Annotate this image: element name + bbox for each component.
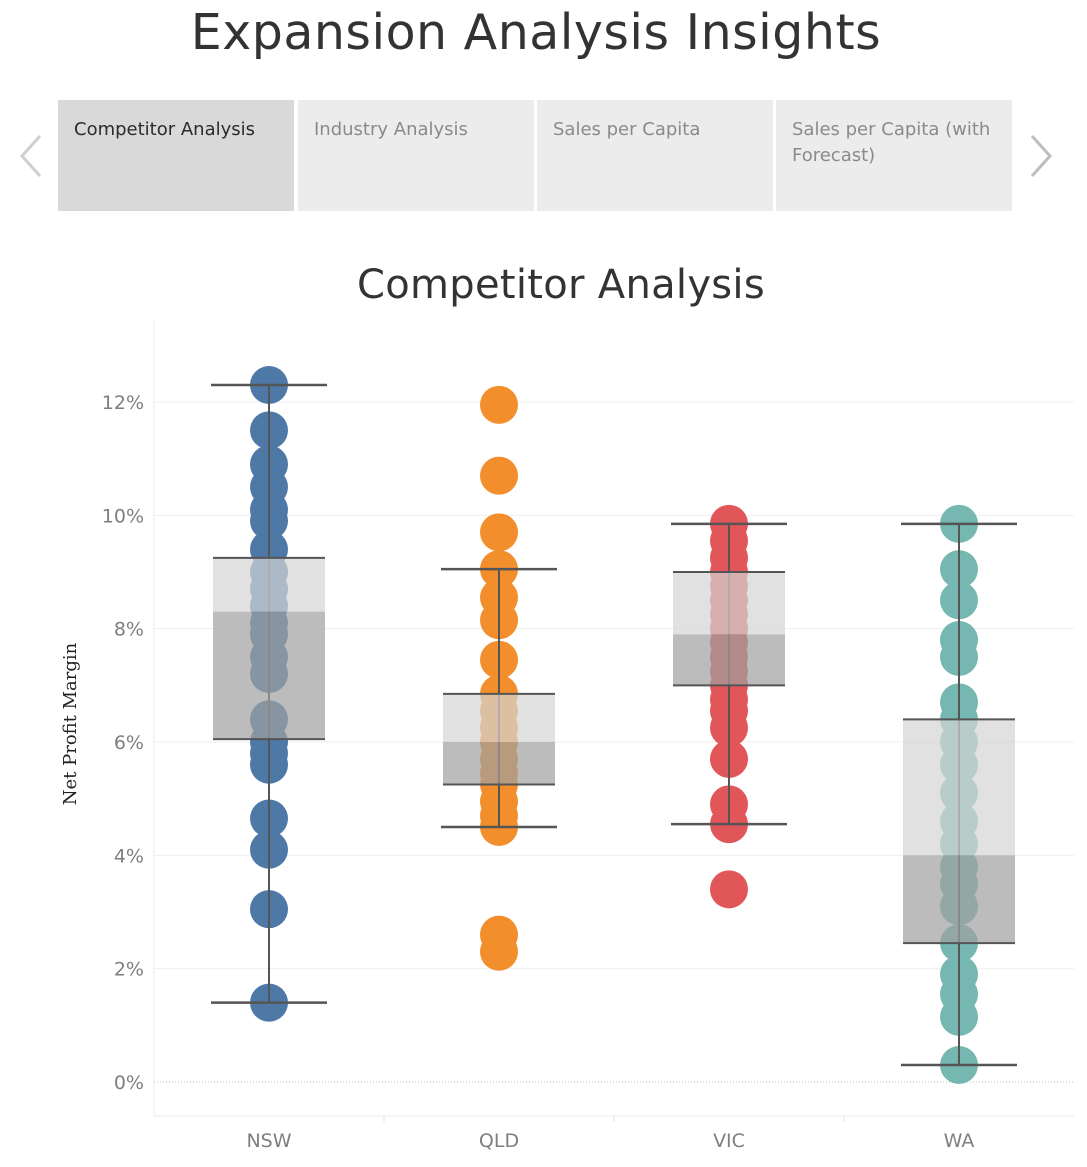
tab-sales-per-capita[interactable]: Sales per Capita <box>537 100 773 211</box>
box-lower <box>903 855 1015 944</box>
data-point <box>480 932 518 971</box>
chevron-right-icon[interactable] <box>1026 130 1056 182</box>
box-upper <box>903 719 1015 856</box>
series-wa <box>901 504 1017 1084</box>
axes: 0% 2% 4% 6% 8% 10% 12% NSW QLD VIC WA <box>102 320 1074 1152</box>
y-tick-label: 8% <box>114 619 144 641</box>
series-qld <box>441 385 557 971</box>
data-point <box>480 385 518 424</box>
series-vic <box>671 504 787 909</box>
box-upper <box>673 572 785 635</box>
data-point <box>480 456 518 495</box>
dashboard-title: Expansion Analysis Insights <box>190 4 882 61</box>
tab-sales-per-capita-forecast[interactable]: Sales per Capita (with Forecast) <box>776 100 1012 211</box>
chart-title: Competitor Analysis <box>357 262 765 308</box>
data-point <box>710 870 748 909</box>
box-lower <box>673 634 785 686</box>
data-point <box>480 513 518 552</box>
y-tick-label: 2% <box>114 959 144 981</box>
chevron-left-icon[interactable] <box>16 130 46 182</box>
box-plot-chart: 0% 2% 4% 6% 8% 10% 12% NSW QLD VIC WA Net Profit M… <box>60 320 1074 1152</box>
y-tick-label: 4% <box>114 845 144 867</box>
tab-competitor-analysis[interactable]: Competitor Analysis <box>58 100 294 211</box>
plot-area <box>211 366 1017 1084</box>
story-tab-strip: Competitor Analysis Industry Analysis Sa… <box>58 100 1014 211</box>
x-tick-label: QLD <box>479 1130 519 1152</box>
y-axis-title: Net Profit Margin <box>60 642 81 805</box>
box-lower <box>213 611 325 740</box>
x-tick-label: WA <box>944 1130 975 1152</box>
y-tick-label: 10% <box>102 505 144 527</box>
tab-industry-analysis[interactable]: Industry Analysis <box>298 100 534 211</box>
series-nsw <box>211 366 327 1022</box>
x-tick-label: VIC <box>713 1130 745 1152</box>
y-tick-label: 0% <box>114 1072 144 1094</box>
box-lower <box>443 742 555 785</box>
y-tick-label: 12% <box>102 392 144 414</box>
x-tick-label: NSW <box>246 1130 291 1152</box>
y-tick-label: 6% <box>114 732 144 754</box>
box-upper <box>443 693 555 742</box>
box-upper <box>213 557 325 612</box>
